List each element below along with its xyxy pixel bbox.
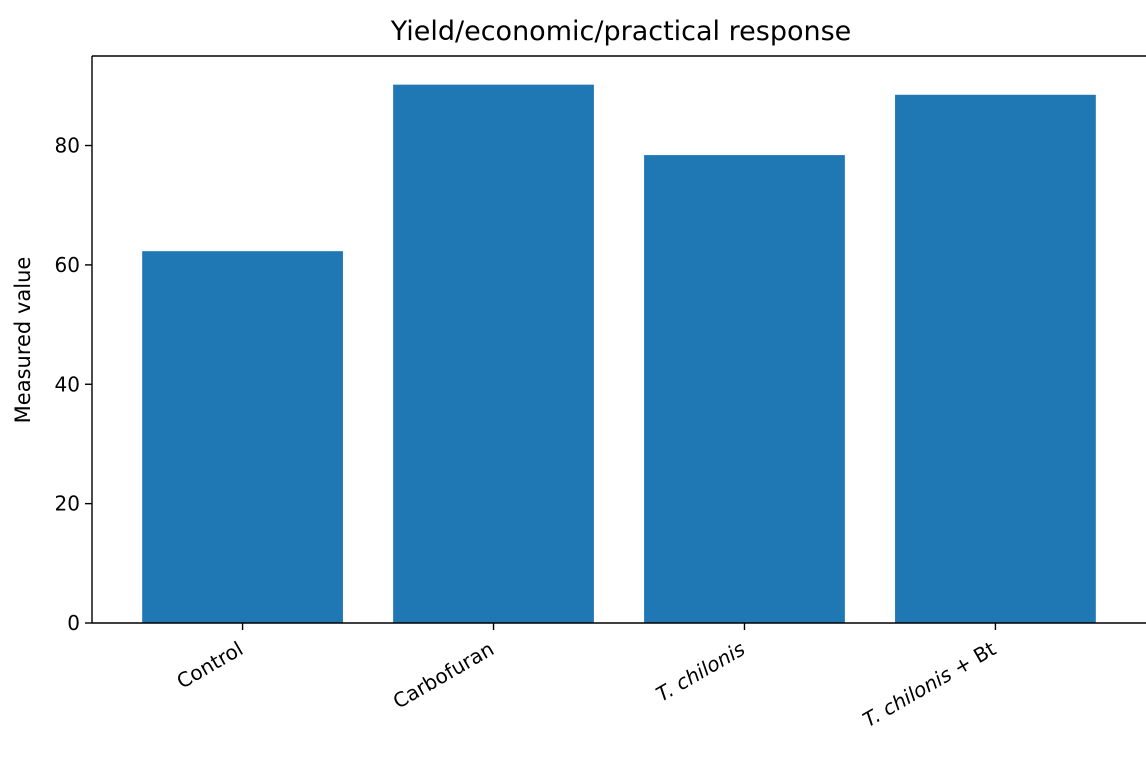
- x-tick-label: Carbofuran: [389, 637, 498, 714]
- y-tick-label: 20: [55, 492, 80, 516]
- bar-control: [142, 251, 343, 624]
- x-axis: Control Carbofuran T. chilonis T. chilonis …: [172, 623, 1000, 732]
- plot-frame: [91, 55, 1146, 624]
- y-tick-label: 80: [55, 134, 80, 158]
- y-axis-label: Measured value: [11, 257, 35, 424]
- bar-t-chilonis: [644, 155, 845, 623]
- chart-title: Yield/economic/practical response: [390, 16, 852, 47]
- y-tick-label: 0: [67, 611, 80, 635]
- y-axis: 0 20 40 60 80: [55, 134, 92, 635]
- x-tick-label: Control: [172, 637, 247, 694]
- x-tick-label: T. chilonis + Bt: [859, 636, 1000, 731]
- bar-t-chilonis-bt: [895, 94, 1096, 624]
- bar-carbofuran: [393, 84, 594, 623]
- y-tick-label: 60: [55, 253, 80, 277]
- y-tick-label: 40: [55, 372, 80, 396]
- bars-layer: [142, 84, 1096, 624]
- x-tick-label: T. chilonis: [652, 637, 749, 707]
